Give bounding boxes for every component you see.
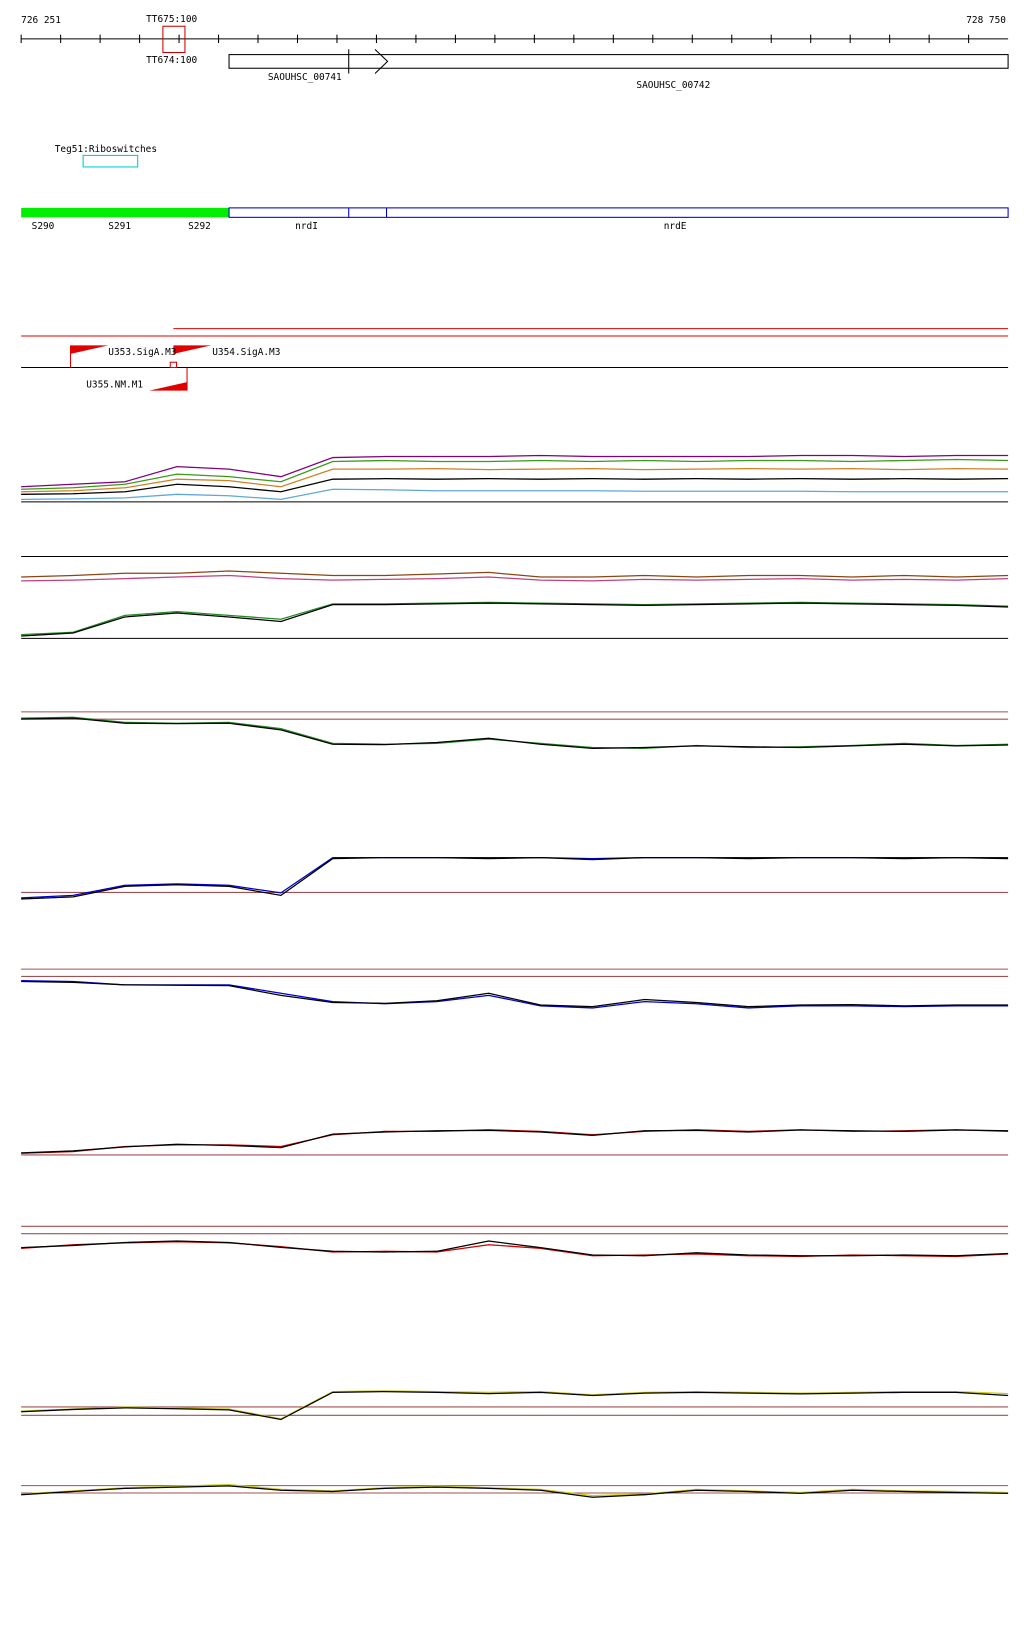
ruler-ticks [20, 34, 970, 44]
tss-box [162, 25, 186, 54]
profile-line [21, 717, 1009, 750]
profile-line [21, 574, 1009, 582]
promoter-label: U353.SigA.M3 [108, 347, 176, 358]
profile-line [21, 1483, 1009, 1497]
gene-arrow [374, 48, 389, 74]
profile-line [21, 1390, 1009, 1421]
profile-line [21, 856, 1009, 900]
profile-line [21, 570, 1009, 578]
tss-label: TT674:100 [146, 55, 197, 66]
region-label: S291 [108, 221, 131, 232]
profile-line [21, 488, 1009, 500]
promoter [149, 382, 188, 391]
tss-label: TT675:100 [146, 14, 197, 25]
region [21, 207, 230, 218]
ruler-start: 726 251 [21, 15, 61, 26]
ruler-end: 728 750 [966, 15, 1006, 26]
riboswitch-label: Teg51:Riboswitches [55, 144, 157, 155]
promoter-label: U355.NM.M1 [86, 379, 143, 390]
promoter [70, 345, 109, 354]
profile-line [21, 1129, 1009, 1154]
profile-line [21, 602, 1009, 637]
profile-line [21, 1390, 1009, 1420]
riboswitch [82, 154, 139, 168]
region-label: nrdE [664, 221, 687, 232]
gene-label: SAOUHSC_00741 [268, 72, 342, 83]
gene [228, 54, 1009, 69]
profile-line [21, 478, 1009, 495]
profile-line [21, 856, 1009, 899]
region-label: S292 [188, 221, 211, 232]
profile-line [21, 1485, 1009, 1498]
profile-line [21, 1240, 1009, 1257]
profile-line [21, 716, 1009, 750]
gene-label: SAOUHSC_00742 [636, 80, 710, 91]
profile-line [21, 1129, 1009, 1154]
profile-line [21, 467, 1009, 493]
promoter-box [169, 361, 178, 369]
profile-line [21, 458, 1009, 490]
region [228, 207, 1009, 218]
profile-line [21, 601, 1009, 636]
region-label: nrdI [295, 221, 318, 232]
tracks [21, 454, 1009, 1498]
region-label: S290 [32, 221, 55, 232]
promoter-label: U354.SigA.M3 [212, 347, 280, 358]
profile-line [21, 454, 1009, 488]
promoter [173, 345, 212, 354]
profile-line [21, 980, 1009, 1008]
